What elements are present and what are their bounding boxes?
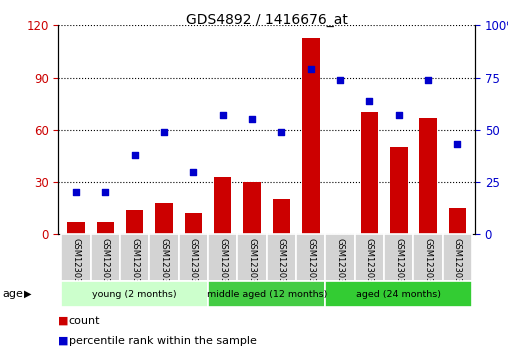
Text: aged (24 months): aged (24 months) — [356, 290, 441, 298]
Text: GSM1230351: GSM1230351 — [72, 238, 81, 294]
Bar — [67, 222, 85, 234]
Point — [248, 117, 256, 122]
FancyBboxPatch shape — [325, 234, 355, 281]
FancyBboxPatch shape — [384, 234, 414, 281]
Point — [160, 129, 168, 135]
Text: GSM1230356: GSM1230356 — [218, 238, 227, 294]
Text: count: count — [69, 316, 100, 326]
Bar — [97, 222, 114, 234]
FancyBboxPatch shape — [120, 234, 149, 281]
Text: GSM1230353: GSM1230353 — [130, 238, 139, 294]
Bar — [449, 208, 466, 234]
Point — [189, 169, 198, 175]
FancyBboxPatch shape — [267, 234, 296, 281]
Bar — [184, 213, 202, 234]
FancyBboxPatch shape — [237, 234, 267, 281]
Text: ▶: ▶ — [24, 289, 32, 299]
Point — [277, 129, 285, 135]
Bar — [273, 199, 290, 234]
Point — [365, 98, 373, 103]
FancyBboxPatch shape — [61, 234, 91, 281]
Bar — [302, 38, 320, 234]
Point — [307, 66, 315, 72]
FancyBboxPatch shape — [442, 234, 472, 281]
FancyBboxPatch shape — [61, 281, 208, 307]
FancyBboxPatch shape — [91, 234, 120, 281]
Bar — [214, 177, 232, 234]
Text: age: age — [3, 289, 23, 299]
Bar — [390, 147, 407, 234]
FancyBboxPatch shape — [355, 234, 384, 281]
Text: GSM1230361: GSM1230361 — [365, 238, 374, 294]
FancyBboxPatch shape — [208, 281, 325, 307]
Point — [101, 189, 109, 195]
Bar — [243, 182, 261, 234]
Point — [424, 77, 432, 83]
Text: GSM1230363: GSM1230363 — [424, 238, 432, 294]
Text: GSM1230362: GSM1230362 — [394, 238, 403, 294]
Point — [395, 112, 403, 118]
Bar — [126, 210, 143, 234]
Point — [131, 152, 139, 158]
Text: middle aged (12 months): middle aged (12 months) — [207, 290, 327, 298]
Text: GSM1230354: GSM1230354 — [160, 238, 169, 294]
Text: GSM1230352: GSM1230352 — [101, 238, 110, 294]
FancyBboxPatch shape — [296, 234, 325, 281]
Text: GSM1230359: GSM1230359 — [306, 238, 315, 294]
Text: GSM1230364: GSM1230364 — [453, 238, 462, 294]
Text: GSM1230360: GSM1230360 — [336, 238, 344, 294]
Point — [72, 189, 80, 195]
FancyBboxPatch shape — [208, 234, 237, 281]
FancyBboxPatch shape — [179, 234, 208, 281]
Text: GDS4892 / 1416676_at: GDS4892 / 1416676_at — [186, 13, 347, 27]
Bar — [419, 118, 437, 234]
Point — [336, 77, 344, 83]
Text: percentile rank within the sample: percentile rank within the sample — [69, 336, 257, 346]
Text: young (2 months): young (2 months) — [92, 290, 177, 298]
Text: ■: ■ — [58, 336, 69, 346]
Bar — [361, 113, 378, 234]
Point — [218, 112, 227, 118]
FancyBboxPatch shape — [149, 234, 179, 281]
Bar — [155, 203, 173, 234]
Text: GSM1230357: GSM1230357 — [247, 238, 257, 294]
Text: ■: ■ — [58, 316, 69, 326]
Text: GSM1230355: GSM1230355 — [189, 238, 198, 294]
FancyBboxPatch shape — [325, 281, 472, 307]
Text: GSM1230358: GSM1230358 — [277, 238, 286, 294]
Point — [453, 142, 461, 147]
FancyBboxPatch shape — [414, 234, 442, 281]
